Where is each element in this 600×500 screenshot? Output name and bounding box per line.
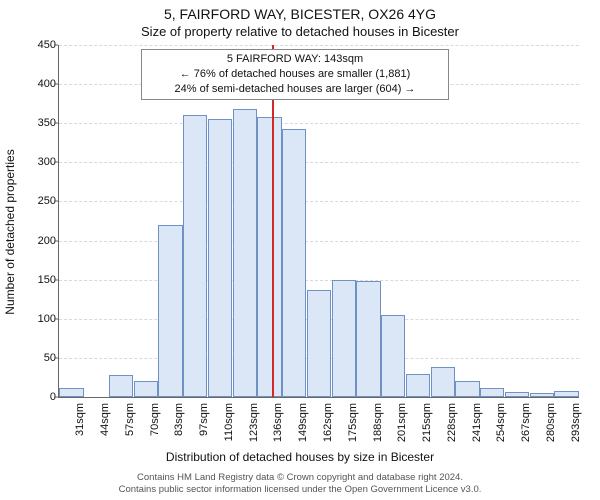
copyright-line2: Contains public sector information licen…: [0, 484, 600, 495]
y-tick-label: 100: [28, 313, 56, 325]
x-tick-label: 201sqm: [396, 403, 408, 453]
x-tick-label: 136sqm: [272, 403, 284, 453]
x-tick-label: 215sqm: [421, 403, 433, 453]
histogram-bar: [257, 117, 281, 397]
histogram-bar: [381, 315, 405, 397]
plot-region: 5 FAIRFORD WAY: 143sqm ← 76% of detached…: [58, 45, 579, 398]
y-tick-label: 300: [28, 156, 56, 168]
page-subtitle: Size of property relative to detached ho…: [0, 24, 600, 39]
x-tick-label: 97sqm: [198, 403, 210, 453]
histogram-bar: [480, 388, 504, 397]
histogram-bar: [554, 391, 578, 397]
histogram-bar: [307, 290, 331, 397]
x-axis-label: Distribution of detached houses by size …: [0, 450, 600, 464]
histogram-bar: [282, 129, 306, 397]
x-tick-label: 83sqm: [173, 403, 185, 453]
x-tick-label: 241sqm: [471, 403, 483, 453]
histogram-bar: [431, 367, 455, 397]
page-title: 5, FAIRFORD WAY, BICESTER, OX26 4YG: [0, 6, 600, 22]
annotation-line3: 24% of semi-detached houses are larger (…: [150, 82, 440, 97]
y-tick-label: 200: [28, 235, 56, 247]
x-tick-label: 44sqm: [99, 403, 111, 453]
histogram-bar: [134, 381, 158, 397]
x-tick-label: 175sqm: [347, 403, 359, 453]
histogram-bar: [505, 392, 529, 397]
y-tick-label: 0: [28, 391, 56, 403]
x-tick-label: 70sqm: [149, 403, 161, 453]
x-tick-label: 254sqm: [495, 403, 507, 453]
copyright-text: Contains HM Land Registry data © Crown c…: [0, 472, 600, 495]
x-tick-label: 31sqm: [74, 403, 86, 453]
histogram-bar: [332, 280, 356, 397]
y-tick-label: 250: [28, 195, 56, 207]
histogram-bar: [233, 109, 257, 397]
histogram-bar: [109, 375, 133, 397]
y-tick-label: 400: [28, 78, 56, 90]
histogram-bar: [530, 393, 554, 397]
page-root: 5, FAIRFORD WAY, BICESTER, OX26 4YG Size…: [0, 0, 600, 500]
x-tick-label: 188sqm: [372, 403, 384, 453]
histogram-bar: [356, 281, 380, 397]
x-tick-label: 162sqm: [322, 403, 334, 453]
x-tick-label: 123sqm: [248, 403, 260, 453]
histogram-bar: [406, 374, 430, 397]
chart-area: 050100150200250300350400450 5 FAIRFORD W…: [0, 45, 600, 450]
histogram-bar: [183, 115, 207, 397]
x-tick-label: 293sqm: [570, 403, 582, 453]
x-tick-label: 149sqm: [297, 403, 309, 453]
y-tick-label: 450: [28, 39, 56, 51]
histogram-bar: [158, 225, 182, 397]
histogram-bar: [59, 388, 83, 397]
x-tick-label: 267sqm: [520, 403, 532, 453]
y-tick-label: 350: [28, 117, 56, 129]
x-tick-label: 110sqm: [223, 403, 235, 453]
x-tick-label: 228sqm: [446, 403, 458, 453]
histogram-bar: [455, 381, 479, 397]
annotation-line2: ← 76% of detached houses are smaller (1,…: [150, 67, 440, 82]
annotation-line1: 5 FAIRFORD WAY: 143sqm: [150, 52, 440, 67]
annotation-box: 5 FAIRFORD WAY: 143sqm ← 76% of detached…: [141, 49, 449, 100]
copyright-line1: Contains HM Land Registry data © Crown c…: [0, 472, 600, 483]
x-tick-label: 57sqm: [124, 403, 136, 453]
x-tick-label: 280sqm: [545, 403, 557, 453]
y-tick-label: 50: [28, 352, 56, 364]
y-tick-label: 150: [28, 274, 56, 286]
histogram-bar: [208, 119, 232, 397]
